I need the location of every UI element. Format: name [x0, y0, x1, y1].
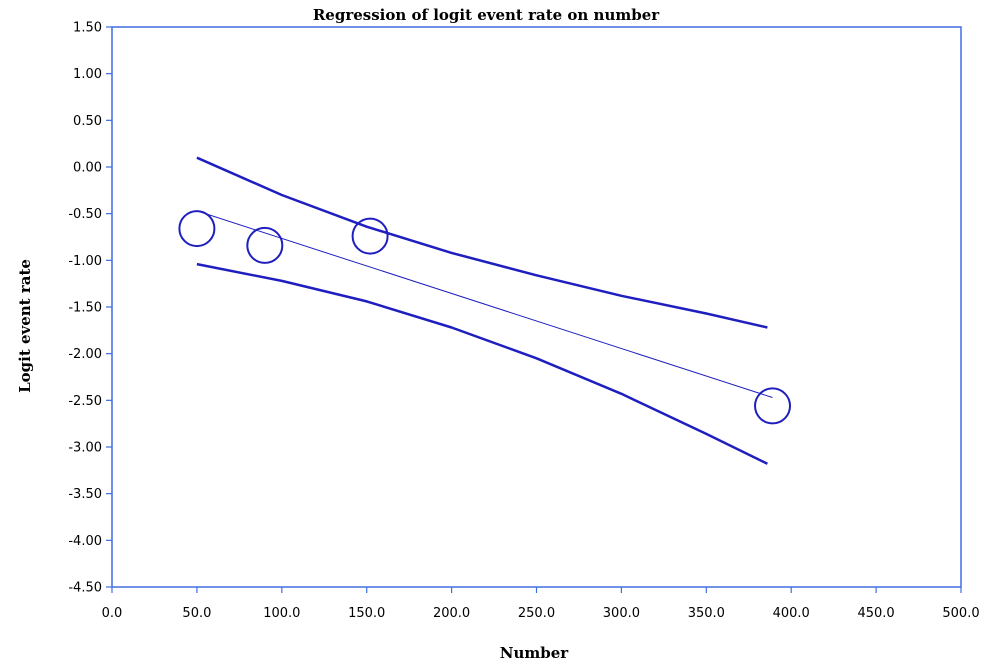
- y-tick-label: -3.00: [68, 441, 102, 456]
- plot-series: [178, 156, 792, 465]
- x-tick-label: 450.0: [857, 606, 894, 621]
- y-tick-label: -3.50: [68, 487, 102, 502]
- x-tick-label: 400.0: [773, 606, 810, 621]
- x-axis: 0.0 50.0 100.0 150.0 200.0 250.0 300.0 350.0 400…: [102, 587, 980, 621]
- y-tick-label: -0.50: [68, 207, 102, 222]
- y-tick-label: 1.50: [73, 21, 102, 36]
- data-point: [246, 226, 284, 264]
- y-tick-label: -4.50: [68, 581, 102, 596]
- x-tick-label: 500.0: [942, 606, 979, 621]
- x-tick-label: 300.0: [603, 606, 640, 621]
- plot-frame: [111, 26, 962, 588]
- x-tick-label: 350.0: [688, 606, 725, 621]
- data-point: [754, 387, 792, 425]
- x-axis-label: Number: [500, 644, 570, 662]
- y-tick-label: -2.00: [68, 347, 102, 362]
- y-axis-label: Logit event rate: [16, 259, 34, 393]
- ci-upper-curve: [196, 156, 768, 329]
- y-tick-label: -2.50: [68, 394, 102, 409]
- x-tick-label: 0.0: [102, 606, 123, 621]
- data-point: [351, 217, 389, 255]
- x-tick-label: 250.0: [518, 606, 555, 621]
- y-tick-label: 0.50: [73, 114, 102, 129]
- chart-title: Regression of logit event rate on number: [313, 6, 660, 24]
- y-axis: 1.50 1.00 0.50 0.00 -0.50 -1.00 -1.50 -2.00 -2.5…: [68, 21, 112, 596]
- x-tick-label: 150.0: [348, 606, 385, 621]
- y-tick-label: -1.00: [68, 254, 102, 269]
- x-tick-label: 50.0: [182, 606, 211, 621]
- x-tick-label: 100.0: [263, 606, 300, 621]
- y-tick-label: -4.00: [68, 534, 102, 549]
- data-point: [178, 210, 216, 248]
- x-tick-label: 200.0: [433, 606, 470, 621]
- y-tick-label: 1.00: [73, 67, 102, 82]
- y-tick-label: -1.50: [68, 301, 102, 316]
- y-tick-label: 0.00: [73, 161, 102, 176]
- ci-lower-curve: [196, 262, 768, 465]
- regression-line: [196, 210, 773, 398]
